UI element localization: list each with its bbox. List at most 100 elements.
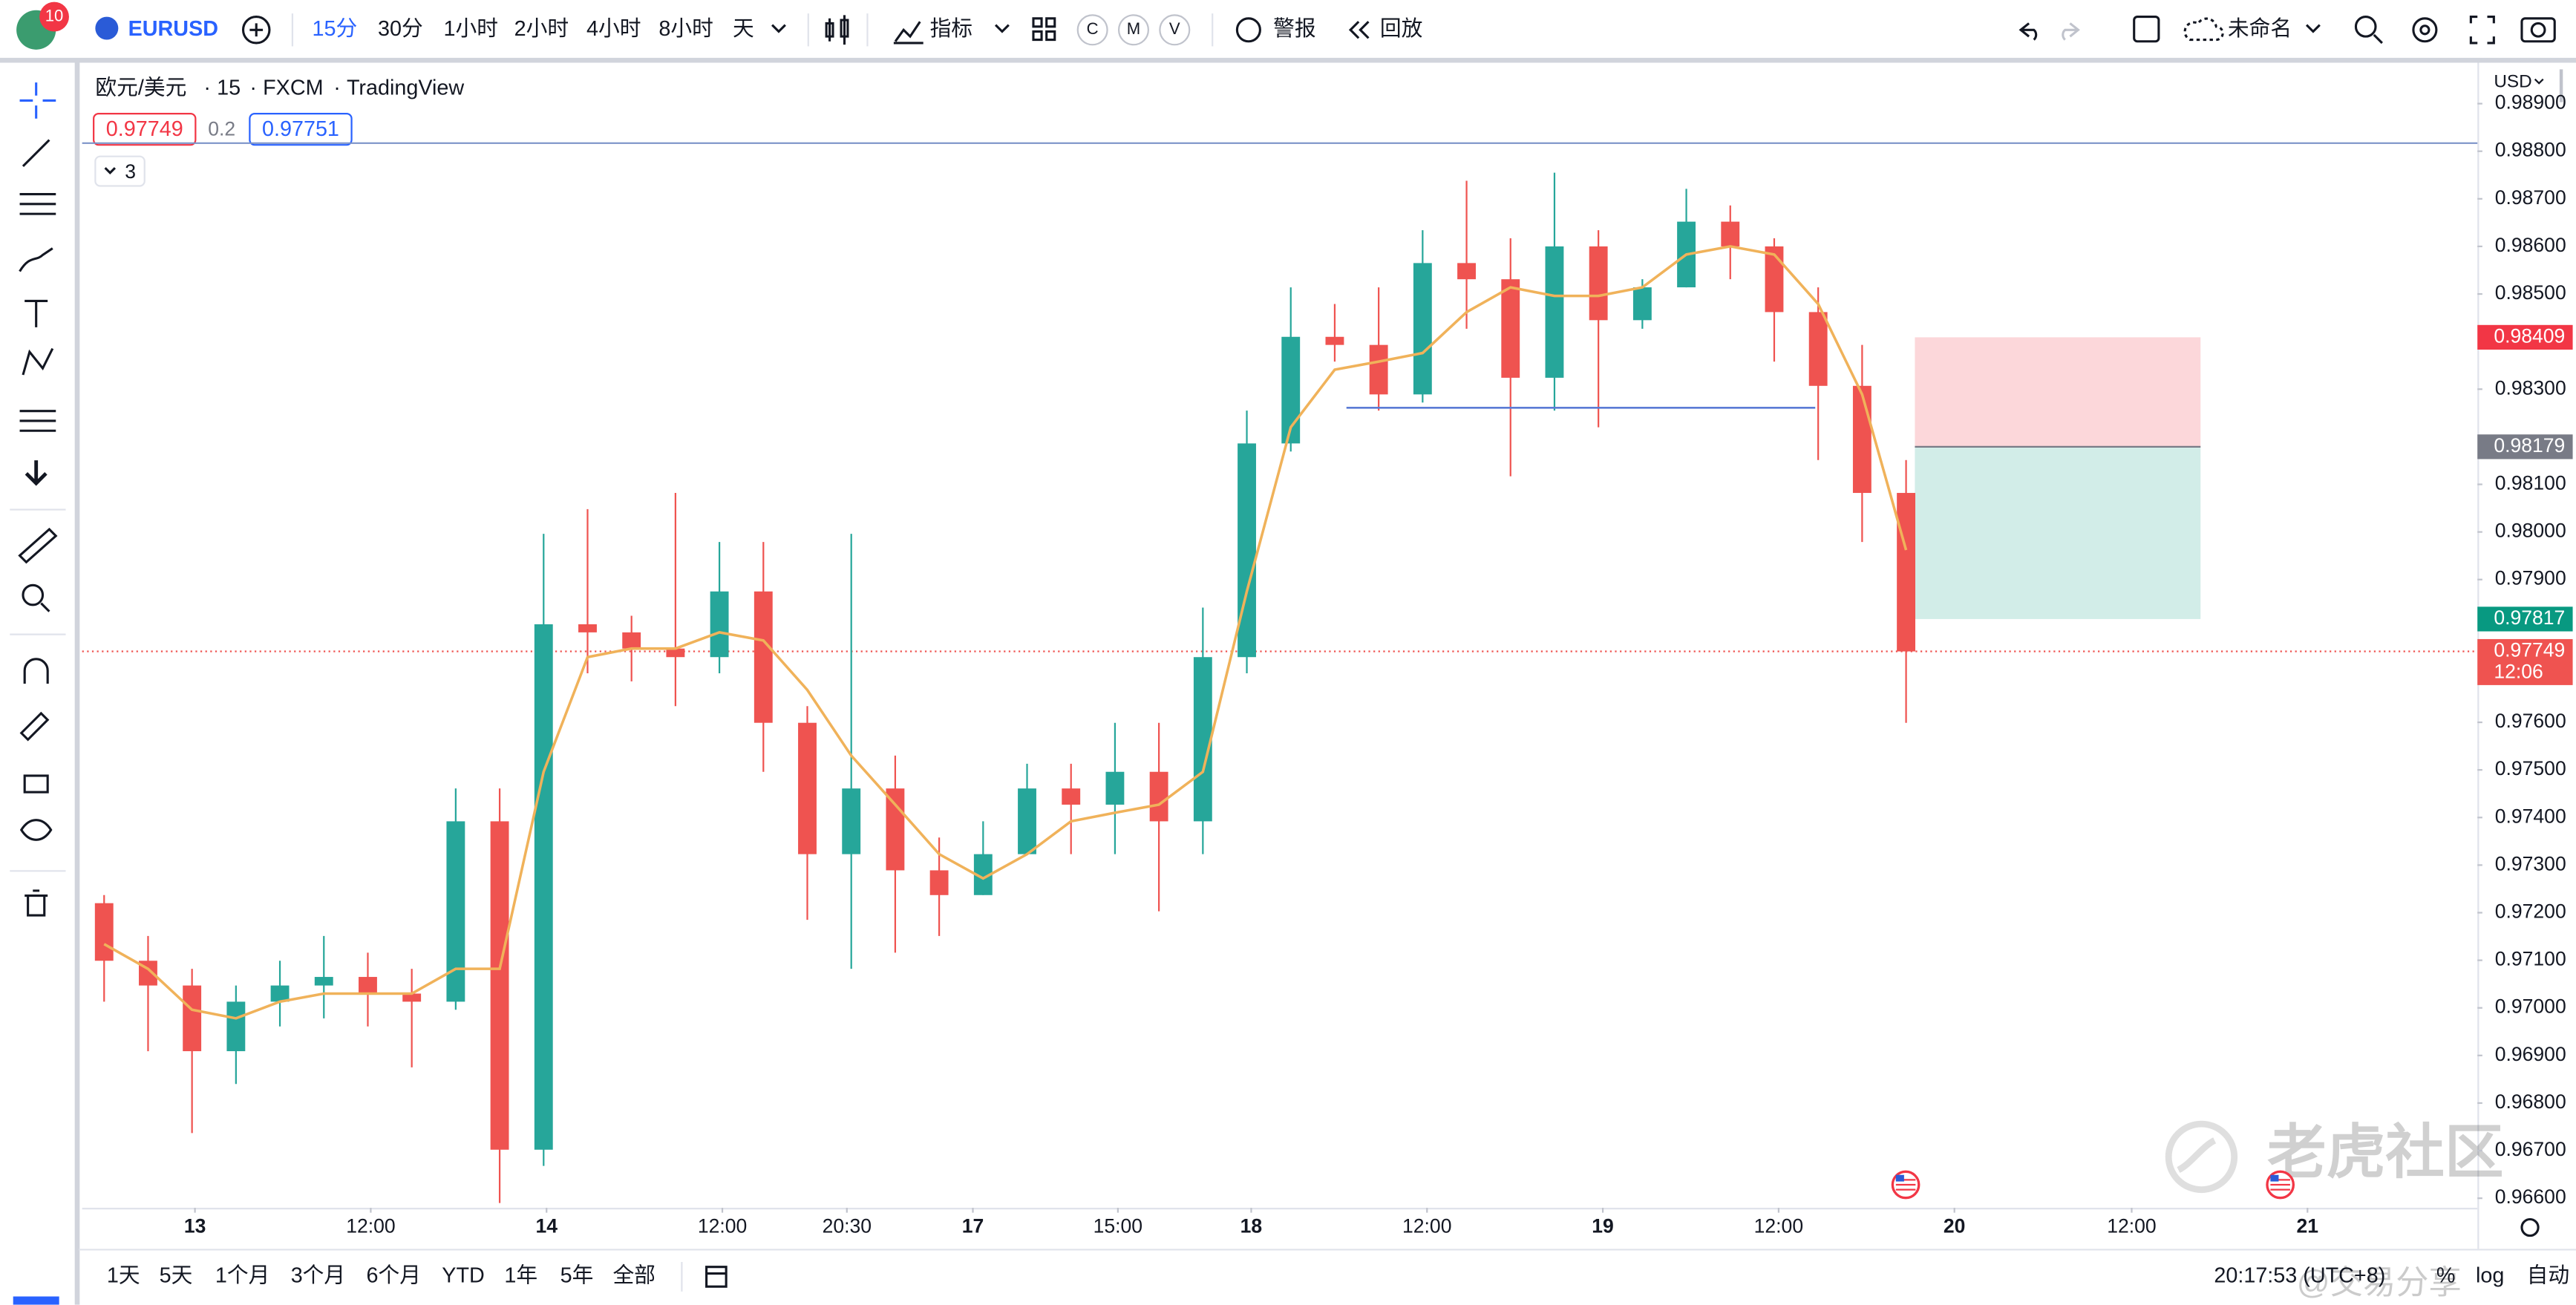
- ask-box[interactable]: [249, 113, 353, 146]
- snapshot[interactable]: [2520, 17, 2556, 43]
- delete-tool[interactable]: [24, 889, 48, 917]
- legend-interval: 15: [217, 76, 241, 100]
- stay-drawing[interactable]: [19, 711, 50, 742]
- y-tick-label: 0.96600: [2495, 1185, 2566, 1208]
- interval-button[interactable]: 4小时: [586, 17, 641, 41]
- candle-body: [1897, 493, 1916, 652]
- bid[interactable]: 0.97749: [106, 117, 183, 141]
- undo[interactable]: [2018, 22, 2038, 41]
- lock-tool[interactable]: [23, 774, 49, 794]
- legend-dot: ·: [203, 76, 211, 100]
- chip-label: C: [1087, 19, 1099, 38]
- x-tick-label: 19: [1592, 1215, 1614, 1237]
- layout-name[interactable]: 未命名: [2228, 17, 2292, 41]
- axis-settings[interactable]: [2520, 1217, 2540, 1237]
- fib-tool[interactable]: [19, 193, 56, 215]
- redo[interactable]: [2062, 22, 2080, 41]
- percent-toggle[interactable]: %: [2436, 1264, 2456, 1288]
- chip[interactable]: [1076, 14, 1108, 46]
- candle-body: [1721, 221, 1740, 246]
- snapshot-lens: [2530, 22, 2546, 38]
- range-button[interactable]: 3个月: [291, 1264, 345, 1288]
- cloud-icon: [2183, 17, 2224, 42]
- event-flag-canton: [2270, 1174, 2279, 1182]
- legend-dot: ·: [249, 76, 257, 100]
- settings-center: [2419, 24, 2430, 36]
- currency-dropdown[interactable]: [2534, 78, 2544, 85]
- interval-button[interactable]: 30分: [378, 17, 423, 41]
- candle-body: [842, 788, 861, 854]
- range-button[interactable]: 5年: [560, 1264, 594, 1288]
- indicators-dropdown[interactable]: [994, 24, 1010, 33]
- brush-tool[interactable]: [19, 247, 53, 272]
- symbol[interactable]: EURUSD: [128, 17, 218, 41]
- interval-button[interactable]: 8小时: [658, 17, 713, 41]
- search[interactable]: [2354, 16, 2377, 38]
- indicator-toggle[interactable]: [94, 155, 146, 187]
- chart-type[interactable]: [825, 15, 849, 45]
- interval-button[interactable]: 15分: [312, 17, 357, 41]
- candle-body: [1149, 771, 1168, 822]
- notification-badge[interactable]: [39, 1, 69, 32]
- replay[interactable]: 回放: [1380, 17, 1423, 41]
- candle-body: [886, 788, 905, 871]
- indicators-icon[interactable]: [893, 21, 923, 45]
- trendline-tool[interactable]: [22, 139, 50, 168]
- interval-button[interactable]: 1小时: [444, 17, 499, 41]
- magnet-tool[interactable]: [23, 658, 49, 684]
- alert-icon[interactable]: [1235, 17, 1261, 43]
- x-tick-label: 12:00: [346, 1215, 395, 1237]
- interval-button[interactable]: 2小时: [514, 17, 569, 41]
- legend-symbol: 欧元/美元: [95, 76, 186, 100]
- range-button[interactable]: 5天: [160, 1264, 193, 1288]
- y-tick-label: 0.98900: [2495, 91, 2566, 114]
- y-tick-label: 0.97400: [2495, 805, 2566, 827]
- y-tick-label: 0.98800: [2495, 139, 2566, 161]
- replay-icon[interactable]: [1348, 21, 1370, 39]
- entry-price-label: 0.98179: [2494, 434, 2565, 457]
- candle-body: [314, 977, 333, 986]
- crosshair-tool[interactable]: [19, 82, 56, 119]
- candle-body: [1545, 246, 1564, 378]
- settings[interactable]: [2412, 17, 2438, 43]
- candle-body: [1062, 788, 1081, 805]
- log-toggle[interactable]: log: [2476, 1264, 2504, 1288]
- fullscreen[interactable]: [2469, 16, 2495, 45]
- interval-dropdown[interactable]: [771, 24, 786, 33]
- last-price-label-box: [2477, 638, 2573, 685]
- range-button[interactable]: YTD: [442, 1264, 485, 1288]
- range-button[interactable]: 1天: [107, 1264, 140, 1288]
- hide-tool[interactable]: [19, 819, 53, 841]
- indicators[interactable]: 指标: [930, 17, 973, 41]
- forecast-tool[interactable]: [19, 410, 56, 432]
- watermark-logo: [2165, 1120, 2238, 1194]
- alert[interactable]: 警报: [1273, 17, 1316, 41]
- goto-date[interactable]: [705, 1266, 728, 1288]
- text-tool[interactable]: [24, 299, 48, 327]
- templates[interactable]: [1032, 17, 1056, 42]
- layout-dropdown[interactable]: [2305, 24, 2321, 33]
- range-button[interactable]: 6个月: [367, 1264, 422, 1288]
- chip[interactable]: [1117, 14, 1150, 46]
- y-tick-label: 0.97100: [2495, 948, 2566, 970]
- zoom-tool[interactable]: [22, 583, 45, 606]
- add-symbol[interactable]: [241, 16, 271, 45]
- ask[interactable]: 0.97751: [262, 117, 339, 141]
- chip[interactable]: [1159, 14, 1191, 46]
- range-button[interactable]: 1个月: [215, 1264, 270, 1288]
- candle-body: [359, 977, 377, 994]
- layout-select[interactable]: [2133, 16, 2160, 43]
- position-tool[interactable]: [24, 460, 48, 486]
- interval-button[interactable]: 天: [733, 17, 754, 41]
- ruler-tool[interactable]: [18, 527, 58, 564]
- auto-toggle[interactable]: 自动: [2527, 1264, 2570, 1288]
- range-button[interactable]: 1年: [504, 1264, 537, 1288]
- bid-box[interactable]: [93, 113, 197, 146]
- currency[interactable]: USD: [2494, 72, 2531, 92]
- entry-price-label-box: [2477, 434, 2573, 459]
- target-price-label: 0.97817: [2494, 606, 2565, 629]
- range-button[interactable]: 全部: [612, 1264, 655, 1288]
- pattern-tool[interactable]: [22, 347, 54, 376]
- candle-body: [1369, 344, 1388, 395]
- legend-source: TradingView: [347, 76, 464, 100]
